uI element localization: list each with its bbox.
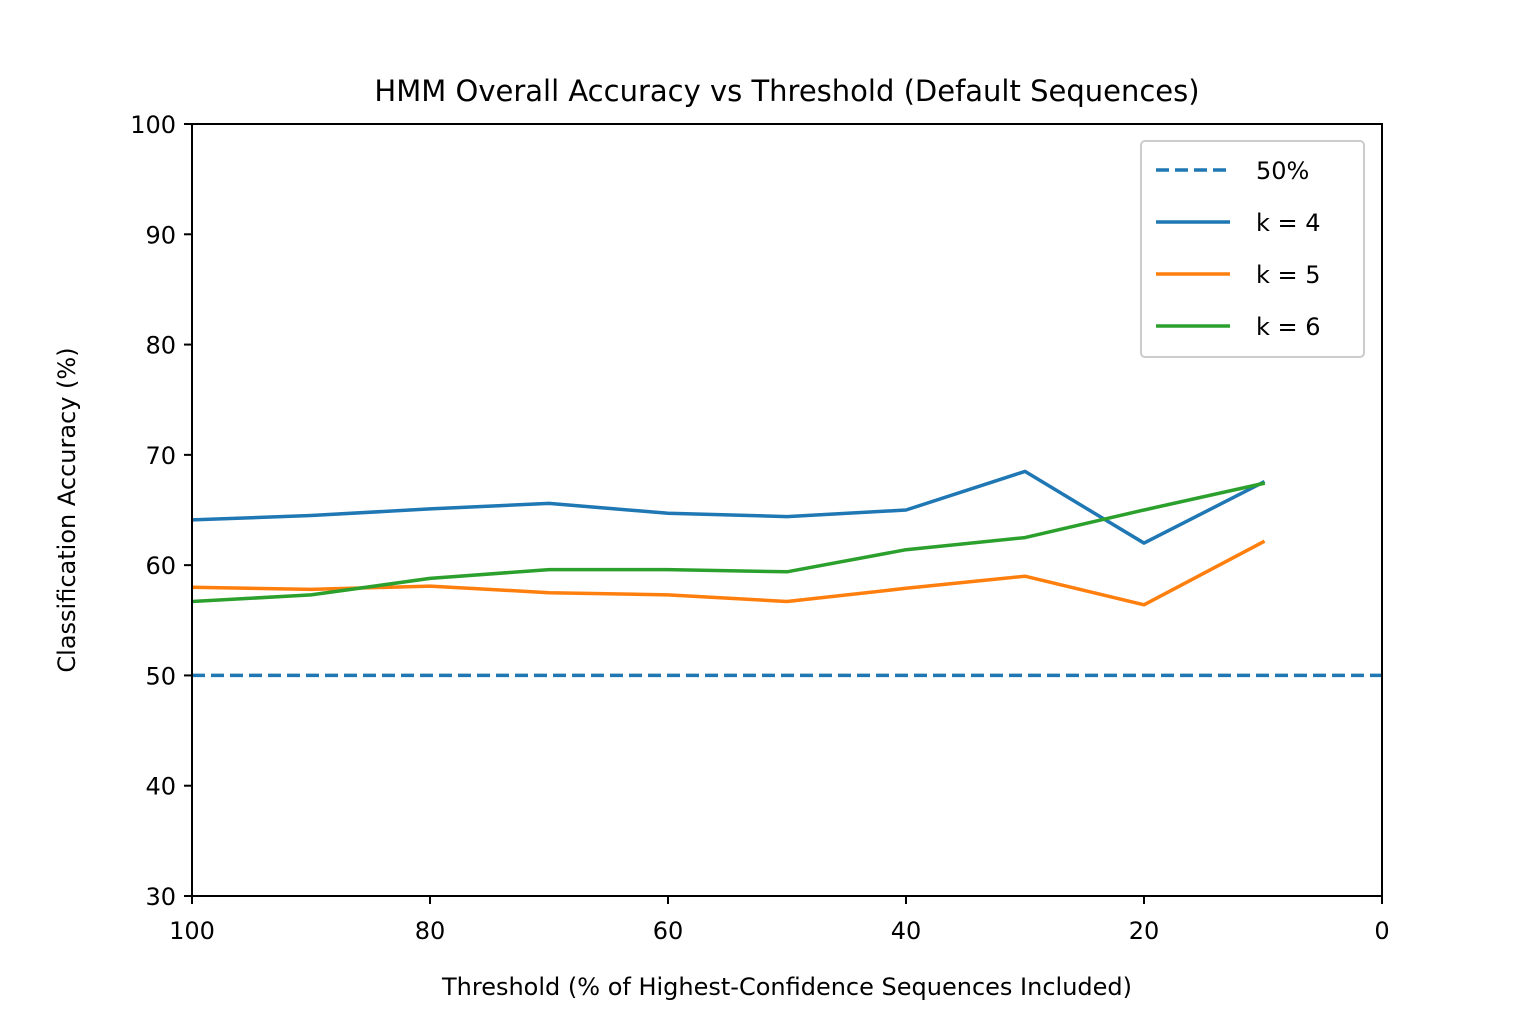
y-tick-label: 90 [145, 221, 176, 249]
legend-label-3: k = 5 [1256, 261, 1321, 289]
y-tick-label: 60 [145, 552, 176, 580]
y-tick-label: 50 [145, 662, 176, 690]
x-tick-label: 60 [653, 917, 684, 945]
series-line-1 [192, 469, 1266, 545]
x-axis-label: Threshold (% of Highest-Confidence Seque… [441, 973, 1132, 1001]
legend-label-1: 50% [1256, 157, 1309, 185]
plot-area [192, 469, 1382, 678]
x-tick-label: 20 [1129, 917, 1160, 945]
legend-label-4: k = 6 [1256, 313, 1321, 341]
y-tick-label: 40 [145, 773, 176, 801]
axes: 100 80 60 40 20 0 30 40 50 60 70 80 90 100 [130, 111, 1389, 945]
legend-label-2: k = 4 [1256, 209, 1321, 237]
chart-title: HMM Overall Accuracy vs Threshold (Defau… [374, 74, 1199, 108]
y-axis-label: Classification Accuracy (%) [53, 347, 81, 672]
y-tick-label: 30 [145, 883, 176, 911]
y-tick-label: 100 [130, 111, 176, 139]
legend-box [1140, 140, 1365, 358]
axes-frame [191, 123, 1383, 897]
y-tick-label: 80 [145, 332, 176, 360]
x-tick-label: 40 [891, 917, 922, 945]
y-tick-label: 70 [145, 442, 176, 470]
x-tick-label: 0 [1374, 917, 1389, 945]
series-line-3 [192, 481, 1266, 604]
x-tick-label: 100 [169, 917, 215, 945]
legend: 50% k = 4 k = 5 k = 6 [1140, 140, 1365, 358]
x-tick-label: 80 [415, 917, 446, 945]
